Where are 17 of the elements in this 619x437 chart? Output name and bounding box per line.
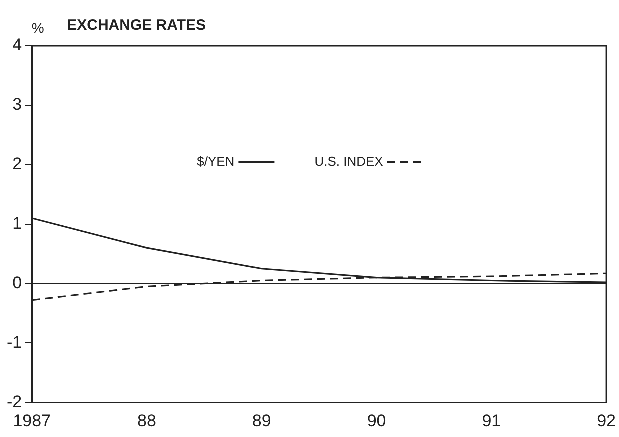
x-tick-label: 1987 <box>13 411 52 430</box>
x-tick-label: 91 <box>482 411 502 430</box>
x-tick-label: 89 <box>252 411 272 430</box>
y-tick-label: 4 <box>12 36 22 55</box>
y-tick-label: -1 <box>6 332 22 352</box>
y-tick-label: -2 <box>6 392 22 412</box>
y-tick-label: 1 <box>12 214 22 233</box>
x-tick-label: 90 <box>367 411 386 430</box>
x-tick-label: 88 <box>138 411 156 430</box>
x-tick-label: 92 <box>597 411 616 430</box>
legend-label: $/YEN <box>197 154 235 169</box>
y-tick-label: 2 <box>12 154 22 174</box>
chart-title: EXCHANGE RATES <box>67 17 206 34</box>
y-axis-title: % <box>32 20 44 36</box>
y-tick-label: 0 <box>12 273 22 292</box>
y-tick-label: 3 <box>12 95 22 114</box>
legend-label: U.S. INDEX <box>314 154 384 169</box>
